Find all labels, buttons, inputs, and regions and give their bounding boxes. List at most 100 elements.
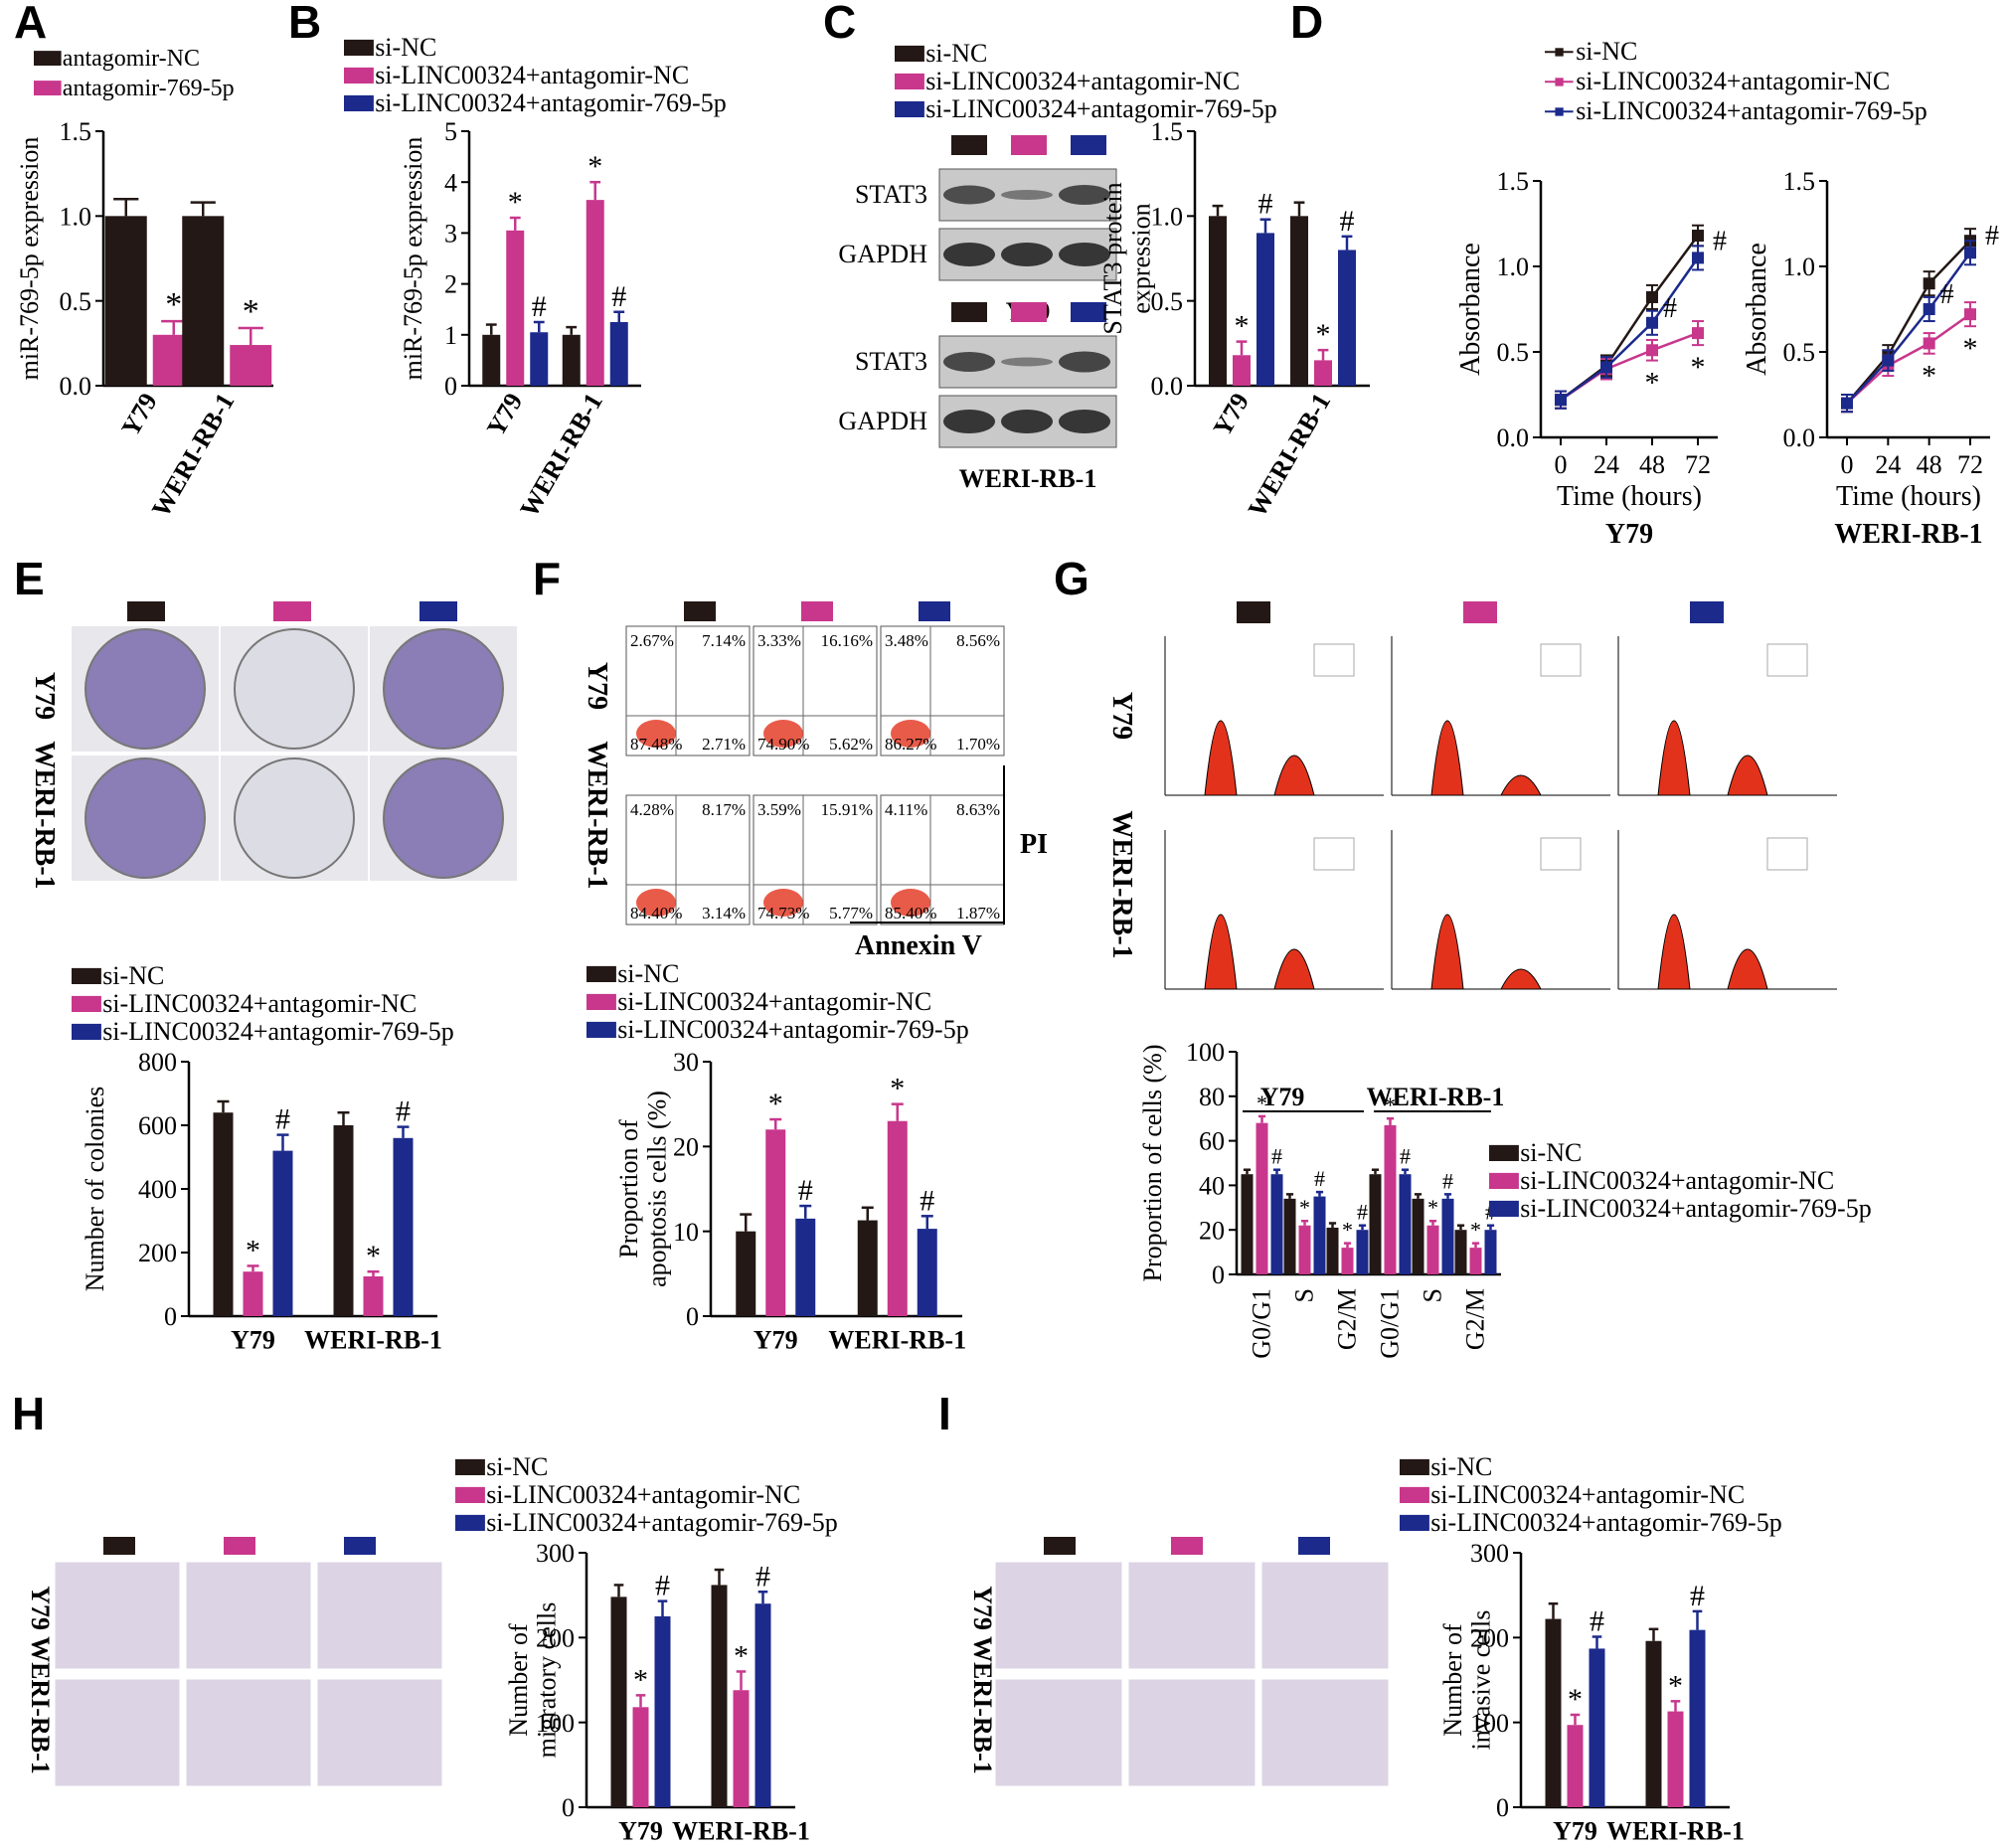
blot-band-label: STAT3	[855, 180, 927, 209]
y-axis-label: Absorbance	[1742, 243, 1772, 376]
g2-peak	[1727, 948, 1768, 990]
histogram-legend	[1540, 837, 1582, 871]
bar	[1369, 1174, 1382, 1274]
blot-band	[1001, 357, 1053, 367]
transwell-photo	[314, 1676, 445, 1789]
y-axis-label: miR-769-5p expression	[15, 137, 44, 381]
significance-hash: #	[611, 280, 626, 313]
significance-hash: #	[798, 1174, 813, 1207]
x-tick-label: 48	[1639, 450, 1665, 479]
x-tick-label: WERI-RB-1	[1606, 1817, 1745, 1846]
legend-entry: si-NC	[375, 33, 436, 62]
lane-swatch	[1011, 302, 1047, 322]
lane-swatch	[951, 302, 987, 322]
significance-star: *	[890, 1073, 905, 1105]
y-axis-label: Number of	[504, 1623, 533, 1737]
y-tick-label: 0	[686, 1302, 699, 1331]
row-label: Y79	[1106, 692, 1137, 740]
group-swatch	[919, 601, 950, 621]
legend-swatch	[895, 73, 924, 89]
bar	[333, 1125, 354, 1316]
x-tick-label: 24	[1593, 450, 1619, 479]
significance-hash: #	[755, 1560, 770, 1593]
group-swatch	[1237, 601, 1270, 623]
legend-marker	[1555, 78, 1564, 86]
blot-band	[1059, 351, 1110, 373]
row-label: WERI-RB-1	[582, 741, 612, 889]
bar	[733, 1690, 750, 1807]
transwell-photo	[52, 1559, 183, 1672]
bar	[711, 1585, 728, 1807]
bar	[609, 322, 628, 386]
blot-band	[943, 410, 995, 433]
legend-swatch	[344, 94, 374, 111]
legend-marker	[1555, 48, 1564, 57]
significance-star: *	[633, 1663, 648, 1696]
significance-star: *	[1963, 332, 1978, 365]
significance-hash: #	[1940, 279, 1954, 310]
group-swatch	[224, 1537, 255, 1555]
bar	[1469, 1248, 1482, 1274]
legend-swatch	[455, 1458, 485, 1475]
significance-star: *	[587, 150, 602, 183]
g2-peak	[1500, 968, 1542, 990]
x-tick-label: WERI-RB-1	[1243, 389, 1336, 523]
y-tick-label: 1.5	[1151, 117, 1184, 146]
y-tick-label: 0.5	[1151, 287, 1184, 316]
significance-hash: #	[1985, 221, 1999, 252]
legend-swatch	[72, 1023, 101, 1040]
x-tick-label: Y79	[115, 389, 163, 441]
y-tick-label: 30	[673, 1048, 699, 1077]
histogram-legend	[1540, 643, 1582, 677]
group-swatch	[1463, 601, 1497, 623]
culture-dish	[383, 757, 504, 879]
lane-swatch	[1011, 135, 1047, 155]
legend-swatch	[1489, 1144, 1519, 1161]
bar	[857, 1220, 878, 1316]
blot-band	[1059, 243, 1110, 266]
panel-letter-c: C	[823, 0, 856, 48]
significance-star: *	[1668, 1669, 1683, 1702]
series-line	[1560, 331, 1699, 402]
bar	[1256, 233, 1274, 386]
group-swatch	[344, 1537, 376, 1555]
significance-star: *	[1385, 1092, 1396, 1117]
legend-swatch	[34, 51, 62, 66]
blot-cell-label: WERI-RB-1	[959, 464, 1097, 493]
significance-hash: #	[1357, 1200, 1368, 1225]
bar	[1441, 1198, 1454, 1274]
blot-band	[1001, 410, 1053, 433]
g2-peak	[1500, 774, 1542, 796]
legend-swatch	[34, 81, 62, 95]
group-swatch	[127, 601, 165, 621]
significance-hash: #	[1713, 226, 1727, 256]
data-point	[1646, 316, 1658, 329]
bar	[1338, 250, 1356, 386]
panel-letter-d: D	[1290, 0, 1323, 48]
legend-swatch	[1400, 1514, 1429, 1531]
event-cluster	[763, 720, 803, 748]
y-tick-label: 20	[673, 1132, 699, 1161]
lane-swatch	[1071, 302, 1106, 322]
bar	[482, 334, 501, 386]
group-swatch	[273, 601, 311, 621]
g1-peak	[1657, 720, 1691, 796]
significance-star: *	[1235, 310, 1250, 343]
series-line	[1846, 252, 1972, 405]
significance-hash: #	[396, 1095, 411, 1128]
significance-hash: #	[1271, 1144, 1282, 1169]
y-tick-label: 0	[164, 1302, 177, 1331]
x-tick-label: G0/G1	[1248, 1288, 1276, 1359]
significance-star: *	[1568, 1683, 1583, 1716]
data-point	[1646, 290, 1658, 303]
significance-hash: #	[1258, 188, 1273, 221]
legend-swatch	[895, 45, 924, 62]
legend-marker	[1555, 107, 1564, 116]
culture-dish	[383, 628, 504, 750]
quadrant-value: 5.62%	[829, 735, 873, 754]
significance-star: *	[246, 1234, 260, 1266]
significance-hash: #	[1663, 293, 1677, 324]
x-tick-label: G2/M	[1333, 1288, 1362, 1350]
x-tick-label: 0	[1555, 450, 1568, 479]
